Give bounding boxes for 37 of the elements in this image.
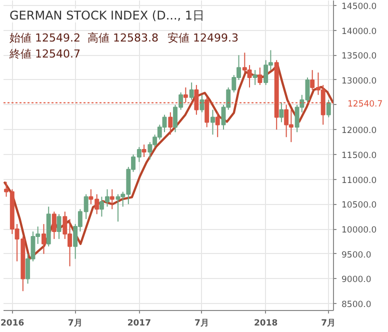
ref-line-label: 12540.7 [348,99,383,110]
x-tick-label: 7月 [321,318,336,328]
y-tick-label: 11500.0 [342,151,377,162]
candlestick [52,211,56,240]
y-tick-label: 13500.0 [342,52,377,62]
y-tick-label: 10000.0 [342,226,377,236]
y-tick-label: 14500.0 [342,2,377,12]
candlestick [56,214,62,240]
x-tick-label: 7月 [68,318,83,328]
y-tick-label: 9000.0 [342,275,372,286]
text: GERMAN STOCK INDEX (D..., 1日 [10,8,205,22]
x-tick-label: 2017 [127,318,152,328]
candlestick [168,112,173,136]
candlestick [258,67,262,86]
candlestick [252,70,258,86]
annotation: 安値 12499.3 [168,32,238,44]
candlestick [215,112,220,138]
y-tick-label: 12000.0 [342,126,377,136]
annotation: 終値 12540.7 [8,48,80,60]
y-tick-label: 9500.0 [342,250,372,260]
candlestick [110,188,114,210]
candlestick [210,109,215,136]
y-tick-label: 13000.0 [342,76,377,86]
x-tick-label: 2018 [254,318,278,328]
candlestick [42,224,46,254]
y-tick-label: 11000.0 [342,176,377,186]
candlestick [279,102,284,123]
y-tick-label: 8500.0 [342,300,372,310]
annotation: 高値 12583.8 [88,32,158,44]
y-tick-label: 10500.0 [342,200,377,211]
annotation: 始値 12549.2 [10,32,80,44]
x-tick-label: 7月 [194,318,210,328]
y-tick-label: 14000.0 [342,26,377,37]
candlestick [142,144,146,158]
x-tick-label: 2016 [0,318,24,328]
candlestick [189,82,194,100]
candlestick [326,99,331,118]
